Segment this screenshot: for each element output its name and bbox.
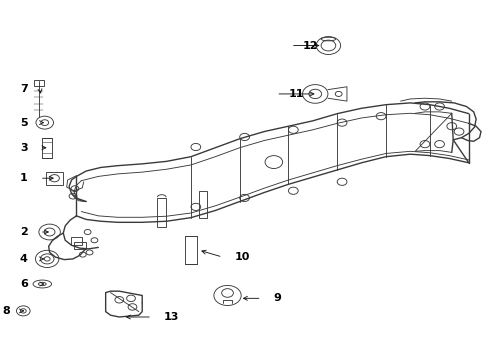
- Text: 10: 10: [234, 252, 250, 262]
- Bar: [74, 242, 85, 249]
- Text: 2: 2: [20, 227, 28, 237]
- Bar: [70, 237, 82, 244]
- Bar: [185, 236, 196, 264]
- Bar: [157, 198, 166, 226]
- Bar: [42, 138, 52, 158]
- Text: 12: 12: [303, 41, 318, 50]
- Text: 3: 3: [20, 143, 28, 153]
- Text: 7: 7: [20, 84, 28, 94]
- Text: 13: 13: [164, 312, 179, 322]
- Text: 6: 6: [20, 279, 28, 289]
- Text: 4: 4: [20, 254, 28, 264]
- Bar: [199, 191, 206, 218]
- Text: 1: 1: [20, 173, 28, 183]
- Text: 11: 11: [288, 89, 304, 99]
- Text: 8: 8: [3, 306, 11, 316]
- Text: 5: 5: [20, 118, 28, 128]
- Bar: [45, 172, 63, 185]
- Bar: [34, 80, 43, 86]
- Text: 9: 9: [273, 293, 281, 303]
